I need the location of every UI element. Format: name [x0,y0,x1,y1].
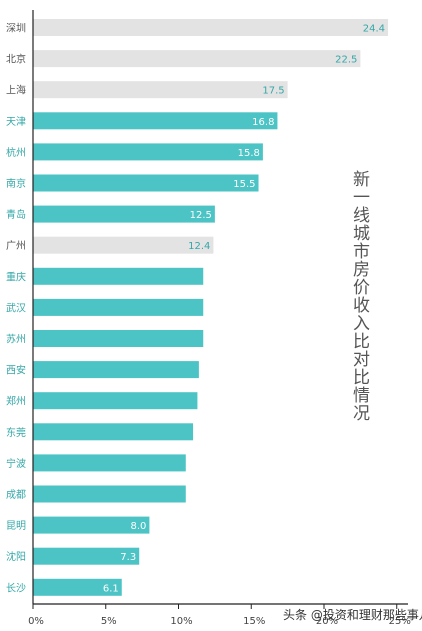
data-label: 22.5 [335,55,357,66]
category-label: 苏州 [6,333,26,346]
category-label: 天津 [6,116,26,128]
data-label: 15.5 [233,179,255,190]
bar [33,81,288,99]
x-tick-label: 20% [316,616,338,627]
x-tick-label: 25% [389,616,411,627]
chart-title: 新一线城市房价收入比对比情况 [349,170,369,422]
bar [33,174,259,192]
data-label: 8.0 [130,521,146,532]
data-label: 17.5 [262,86,284,97]
category-label: 郑州 [6,395,26,408]
category-label: 沈阳 [6,550,26,563]
category-label: 杭州 [6,146,26,159]
category-label: 重庆 [6,270,26,283]
bar [33,485,186,503]
bar [33,423,194,441]
bar [33,112,278,130]
bar [33,516,150,534]
category-label: 广州 [6,240,26,252]
x-tick-label: 10% [170,616,192,627]
data-label: 6.1 [103,583,119,594]
category-label: 西安 [6,364,26,377]
bar [33,236,214,254]
x-tick-label: 5% [101,616,117,627]
bar [33,267,204,285]
x-tick-label: 15% [243,616,265,627]
data-label: 16.8 [252,117,274,128]
data-label: 15.8 [238,148,260,159]
x-tick-label: 0% [28,616,44,627]
category-label: 深圳 [6,23,26,35]
bar [33,19,389,36]
bar [33,205,215,223]
data-label: 7.3 [120,552,136,563]
bar [33,392,198,410]
bar [33,361,199,379]
bar [33,143,263,161]
category-label: 成都 [6,489,26,501]
bar [33,330,204,347]
data-label: 24.4 [363,24,385,35]
category-label: 北京 [6,53,26,66]
watermark-text: 头条 @投资和理财那些事儿 [283,608,422,622]
category-label: 武汉 [6,301,26,314]
category-label: 东莞 [6,426,26,439]
category-label: 青岛 [6,208,26,221]
category-label: 长沙 [6,582,26,594]
data-label: 12.4 [188,241,210,252]
category-label: 上海 [6,84,26,97]
category-label: 宁波 [6,457,26,470]
bar [33,298,204,316]
category-label: 昆明 [6,520,26,532]
bar [33,50,361,68]
bar [33,454,186,472]
data-label: 12.5 [190,210,212,221]
bar [33,578,122,596]
category-label: 南京 [6,177,26,190]
bar [33,547,140,565]
